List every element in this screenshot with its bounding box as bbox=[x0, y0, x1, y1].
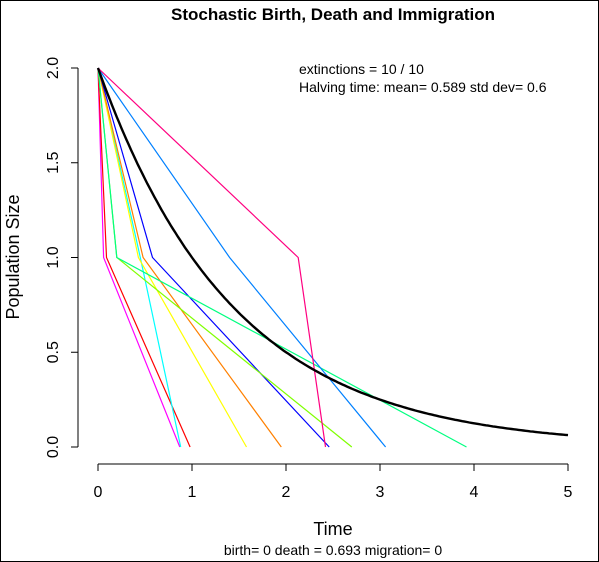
y-tick-label: 1.0 bbox=[45, 246, 62, 268]
series-line bbox=[97, 67, 191, 448]
series-line bbox=[97, 67, 327, 448]
x-tick-label: 3 bbox=[376, 484, 385, 501]
expected-curve bbox=[96, 67, 569, 437]
annotation-extinctions: extinctions = 10 / 10 bbox=[299, 61, 424, 77]
series-line bbox=[97, 67, 182, 448]
chart-title: Stochastic Birth, Death and Immigration bbox=[171, 5, 495, 24]
x-tick-label: 4 bbox=[470, 484, 479, 501]
x-tick-label: 5 bbox=[564, 484, 573, 501]
y-axis: 0.0 0.5 1.0 1.5 2.0 bbox=[45, 57, 79, 458]
series-layer bbox=[96, 67, 569, 448]
y-tick-label: 1.5 bbox=[45, 152, 62, 174]
series-line bbox=[97, 67, 387, 448]
x-tick-label: 2 bbox=[282, 484, 291, 501]
x-tick-label: 0 bbox=[94, 484, 103, 501]
series-line bbox=[97, 67, 467, 448]
series-line bbox=[97, 67, 353, 448]
chart-subtitle: birth= 0 death = 0.693 migration= 0 bbox=[224, 542, 443, 558]
x-tick-label: 1 bbox=[188, 484, 197, 501]
series-line bbox=[97, 67, 181, 448]
annotation-halving-time: Halving time: mean= 0.589 std dev= 0.6 bbox=[299, 79, 547, 95]
series-line bbox=[97, 67, 330, 448]
series-line bbox=[97, 67, 282, 448]
y-tick-label: 0.0 bbox=[45, 436, 62, 458]
y-tick-label: 2.0 bbox=[45, 57, 62, 79]
x-axis: 0 1 2 3 4 5 bbox=[94, 463, 573, 501]
x-axis-label: Time bbox=[313, 519, 352, 539]
series-line bbox=[97, 67, 248, 448]
y-axis-label: Population Size bbox=[3, 194, 23, 319]
y-tick-label: 0.5 bbox=[45, 341, 62, 363]
